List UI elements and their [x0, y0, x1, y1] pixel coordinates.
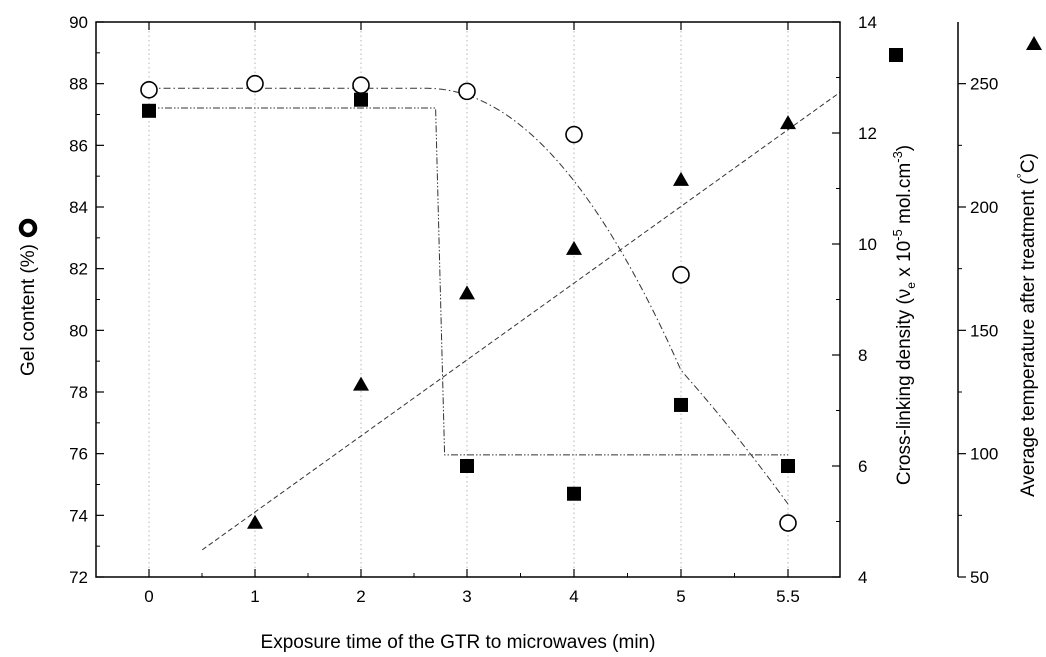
x-tick-label: 4 [569, 587, 578, 606]
left-tick-label: 76 [69, 445, 88, 464]
left-tick-label: 72 [69, 568, 88, 587]
right1-axis-title: Cross-linking density (νe x 10-5 mol.cm-… [890, 145, 918, 485]
crosslink-point [142, 103, 156, 118]
left-tick-label: 74 [69, 506, 88, 525]
crosslink-fit-curve [149, 107, 788, 456]
right1-tick-label: 12 [858, 124, 877, 143]
x-tick-label: 3 [462, 587, 471, 606]
temperature-point [353, 376, 369, 391]
right2-tick-label: 250 [970, 75, 998, 94]
axes: 0 1 2 3 4 5 5.57274767880828486889046810121450… [69, 13, 998, 606]
gel-fit-curve [149, 87, 789, 505]
crosslink-point [460, 459, 474, 473]
crosslink-point [567, 486, 581, 501]
temperature-point [673, 171, 689, 186]
left-tick-label: 86 [69, 136, 88, 155]
x-tick-label: 5 [676, 587, 685, 606]
left-tick-label: 80 [69, 321, 88, 340]
gel-point [672, 266, 690, 284]
gel-marker-legend [18, 218, 38, 238]
right1-tick-label: 14 [858, 13, 877, 32]
right1-tick-label: 8 [858, 346, 867, 365]
x-axis-title: Exposure time of the GTR to microwaves (… [261, 632, 656, 653]
left-tick-label: 90 [69, 13, 88, 32]
left-tick-label: 82 [69, 260, 88, 279]
crosslink-point [674, 397, 688, 412]
left-tick-label: 88 [69, 75, 88, 94]
temperature-point [459, 285, 475, 300]
temperature-point [247, 514, 263, 529]
svg-text:Average temperature after trea: Average temperature after treatment (°C) [1014, 153, 1039, 497]
gel-point [140, 81, 158, 99]
right2-tick-label: 100 [970, 445, 998, 464]
crosslink-point [781, 459, 795, 473]
x-tick-label: 0 [144, 587, 153, 606]
grid-lines [148, 22, 789, 577]
svg-text:Cross-linking density (νe x 10: Cross-linking density (νe x 10-5 mol.cm-… [890, 145, 918, 485]
x-tick-label: 2 [356, 587, 365, 606]
fit-curves [149, 87, 841, 551]
right1-tick-label: 6 [858, 457, 867, 476]
right1-tick-label: 4 [858, 568, 867, 587]
gel-point [246, 74, 264, 93]
gel-point [352, 76, 370, 95]
left-tick-label: 78 [69, 383, 88, 402]
gel-point [779, 514, 797, 532]
x-tick-label: 5.5 [776, 587, 800, 606]
right2-tick-label: 200 [970, 198, 998, 217]
right2-axis-title: Average temperature after treatment (°C) [1014, 153, 1039, 497]
open-circle-legend-marker [18, 218, 38, 238]
right1-tick-label: 10 [858, 235, 877, 254]
right2-tick-label: 50 [970, 568, 989, 587]
x-tick-label: 1 [250, 587, 259, 606]
temperature-point [566, 240, 582, 255]
temperature-point [780, 115, 796, 130]
triangle-legend-marker [1026, 36, 1042, 50]
temperature-fit-line [201, 91, 841, 551]
left-axis-title: Gel content (%) [18, 244, 39, 376]
square-legend-marker [889, 48, 903, 62]
gel-point [458, 82, 476, 101]
data-marks [140, 74, 797, 532]
plot-frame [95, 21, 841, 578]
right2-tick-label: 150 [970, 321, 998, 340]
svg-text:Gel content (%): Gel content (%) [18, 244, 39, 376]
gel-point [565, 125, 583, 144]
crosslink-point [354, 92, 368, 107]
left-tick-label: 84 [69, 198, 88, 217]
